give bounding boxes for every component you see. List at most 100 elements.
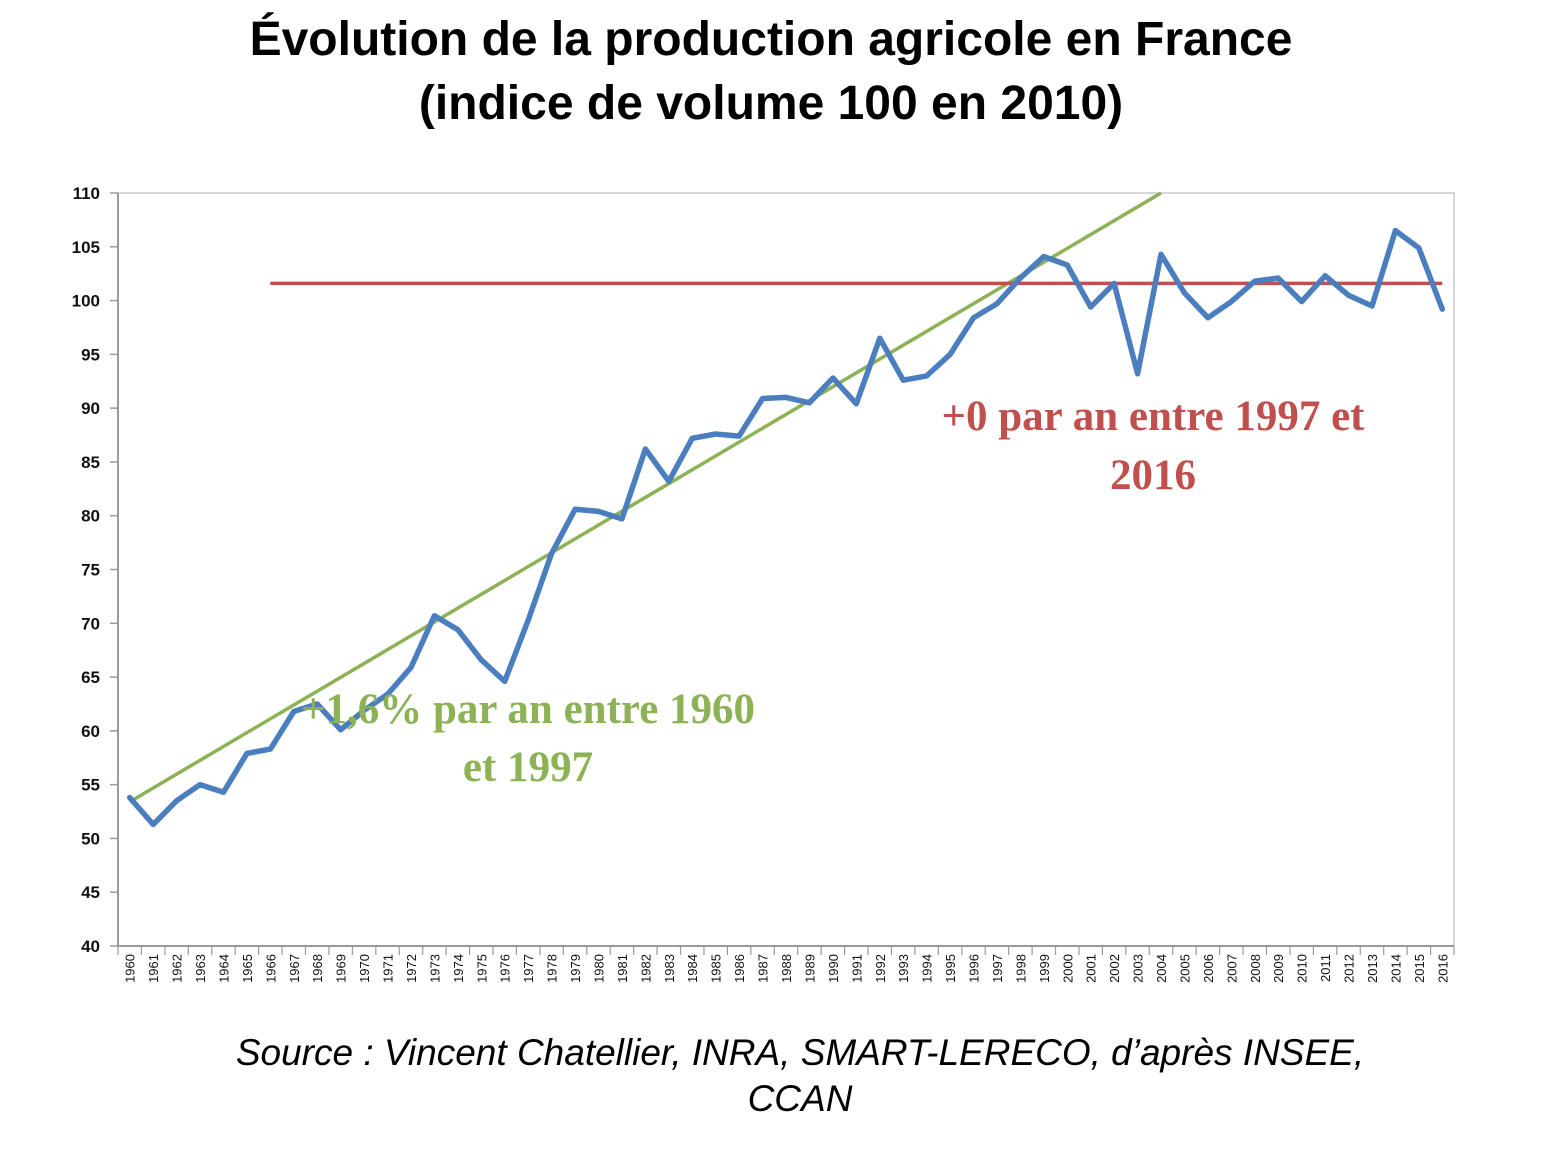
x-tick-label: 1981: [615, 954, 630, 983]
chart-title-line-1: Évolution de la production agricole en F…: [249, 13, 1293, 66]
data-point: [361, 708, 367, 713]
x-tick-label: 1986: [732, 954, 747, 983]
data-point: [127, 795, 133, 800]
x-tick-label: 1964: [216, 954, 231, 983]
y-tick-label: 75: [81, 561, 100, 580]
data-point: [1299, 299, 1304, 304]
x-tick-label: 2010: [1295, 954, 1310, 983]
data-point: [432, 613, 437, 619]
x-tick-label: 1995: [943, 954, 958, 983]
x-tick-label: 2016: [1435, 954, 1450, 983]
x-tick-label: 1962: [170, 954, 185, 983]
x-tick-label: 1963: [193, 954, 208, 983]
x-tick-label: 1993: [896, 954, 911, 983]
x-tick-label: 1989: [802, 954, 817, 983]
data-point: [994, 301, 1000, 307]
x-tick-label: 1966: [263, 954, 278, 983]
data-point: [1252, 278, 1258, 284]
data-point: [455, 627, 461, 633]
x-tick-label: 1991: [849, 954, 864, 983]
data-point: [596, 509, 601, 514]
x-tick-label: 1985: [709, 954, 724, 983]
y-tick-label: 65: [81, 668, 100, 687]
data-point: [572, 506, 578, 512]
data-point: [853, 401, 859, 407]
data-point: [338, 727, 344, 733]
data-point: [197, 782, 203, 787]
data-point: [924, 373, 929, 379]
x-tick-label: 1967: [287, 954, 302, 983]
trend-line-1960-1997: [128, 191, 1162, 804]
y-tick-label: 85: [81, 453, 100, 472]
x-tick-label: 2000: [1060, 954, 1075, 983]
x-tick-label: 1971: [381, 954, 396, 983]
x-tick-label: 2007: [1224, 954, 1239, 983]
data-point: [1041, 254, 1047, 259]
data-point: [1416, 245, 1422, 251]
x-tick-label: 2014: [1388, 954, 1403, 983]
x-tick-label: 1974: [451, 954, 466, 983]
y-tick-label: 80: [81, 507, 100, 526]
data-point: [1322, 273, 1328, 279]
x-tick-label: 1965: [240, 954, 255, 983]
y-tick-label: 60: [81, 722, 100, 741]
data-point: [314, 701, 320, 707]
y-tick-label: 105: [72, 238, 100, 257]
x-tick-label: 1961: [146, 954, 161, 983]
x-tick-label: 1987: [756, 954, 771, 983]
y-tick-label: 100: [72, 292, 100, 311]
data-point: [408, 665, 414, 670]
data-point: [1182, 290, 1187, 296]
x-tick-label: 1990: [826, 954, 841, 983]
data-point: [830, 375, 836, 381]
x-tick-label: 1976: [498, 954, 513, 983]
x-tick-label: 1992: [873, 954, 888, 983]
x-tick-label: 2001: [1084, 954, 1099, 983]
plateau-annotation-line-2: 2016: [1110, 452, 1196, 499]
x-tick-label: 2011: [1318, 954, 1333, 982]
data-point: [877, 335, 883, 341]
data-point: [736, 433, 742, 439]
chart-title-line-2: (indice de volume 100 en 2010): [418, 77, 1124, 130]
x-tick-label: 1968: [310, 954, 325, 983]
data-point: [666, 478, 672, 484]
data-point: [619, 516, 625, 522]
data-point: [150, 822, 156, 827]
data-point: [291, 709, 297, 714]
y-tick-label: 110: [73, 184, 100, 203]
x-tick-label: 1997: [990, 954, 1005, 983]
data-point: [713, 431, 719, 437]
data-point: [971, 315, 976, 321]
data-point: [947, 352, 953, 357]
data-point: [244, 751, 250, 756]
x-tick-label: 2012: [1342, 954, 1357, 983]
data-point: [174, 798, 180, 804]
data-point: [525, 617, 531, 623]
data-point: [1135, 371, 1140, 377]
data-point: [268, 746, 273, 752]
x-tick-label: 1994: [920, 954, 935, 983]
x-tick-label: 1978: [545, 954, 560, 983]
data-point: [385, 691, 390, 697]
data-point: [900, 377, 906, 383]
x-tick-label: 2002: [1107, 954, 1122, 983]
x-tick-label: 1970: [357, 954, 372, 983]
data-point: [478, 657, 484, 663]
y-tick-label: 45: [81, 883, 100, 902]
data-point: [1111, 281, 1117, 286]
data-point: [760, 396, 765, 401]
source-line-2: CCAN: [747, 1078, 853, 1119]
plateau-annotation-line-1: +0 par an entre 1997 et: [941, 393, 1365, 440]
x-tick-label: 2013: [1365, 954, 1380, 983]
source-caption: Source : Vincent Chatellier, INRA, SMART…: [100, 1030, 1500, 1122]
x-tick-label: 2009: [1271, 954, 1286, 983]
x-tick-label: 1972: [404, 954, 419, 983]
y-tick-label: 40: [81, 937, 100, 956]
series-line: [126, 227, 1446, 828]
chart-title: Évolution de la production agricole en F…: [0, 8, 1542, 136]
data-point: [1228, 299, 1234, 304]
data-point: [549, 551, 554, 556]
x-tick-label: 1983: [662, 954, 677, 983]
data-point: [783, 395, 789, 400]
